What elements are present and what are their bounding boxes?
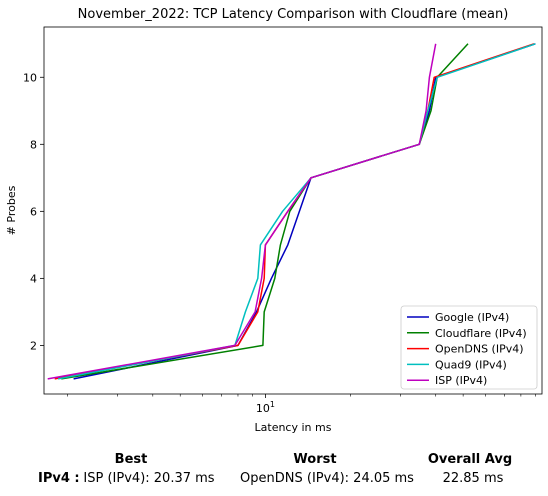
worst-value: OpenDNS (IPv4): 24.05 ms (240, 471, 414, 486)
x-tick-label: 101 (256, 400, 275, 415)
axes: 2 4 6 8 10 101 (23, 71, 536, 415)
y-axis-label: # Probes (5, 185, 18, 235)
best-header: Best (114, 452, 148, 467)
overall-avg-header: Overall Avg (427, 452, 513, 467)
legend-label: Google (IPv4) (435, 311, 509, 324)
legend-box (400, 305, 538, 390)
series-lines (47, 43, 536, 380)
y-tick-label: 10 (23, 71, 37, 84)
worst-header: Worst (293, 452, 337, 467)
legend-label: Cloudflare (IPv4) (435, 327, 527, 340)
legend-label: ISP (IPv4) (435, 374, 487, 387)
series-line-isp-ipv4 (47, 43, 437, 380)
overall-avg-value: 22.85 ms (442, 471, 504, 486)
best-value: ISP (IPv4): 20.37 ms (83, 471, 215, 486)
y-tick-label: 4 (30, 272, 37, 285)
legend: Google (IPv4) Cloudflare (IPv4) OpenDNS (I… (400, 305, 538, 390)
plot-area (43, 26, 543, 395)
chart-title: November_2022: TCP Latency Comparison wi… (78, 7, 509, 22)
ipv4-row-label: IPv4 : (38, 471, 80, 486)
series-line-quad9-ipv4 (57, 43, 536, 380)
legend-label: OpenDNS (IPv4) (435, 343, 524, 356)
y-tick-label: 2 (30, 339, 37, 352)
y-tick-label: 8 (30, 138, 37, 151)
legend-label: Quad9 (IPv4) (435, 358, 507, 371)
x-axis-label: Latency in ms (255, 421, 332, 434)
y-tick-label: 6 (30, 205, 37, 218)
series-line-cloudflare-ipv4 (61, 43, 469, 380)
